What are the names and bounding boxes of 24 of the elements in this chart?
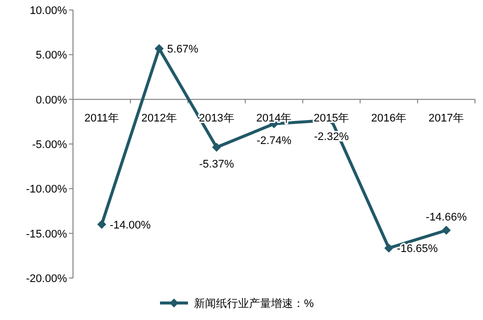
data-label: -14.66% — [426, 211, 467, 224]
y-tick-label: 10.00% — [30, 5, 68, 17]
x-tick-label: 2012年 — [141, 112, 177, 124]
y-tick-label: -5.00% — [32, 139, 68, 151]
data-label: -2.74% — [256, 134, 292, 147]
point — [212, 142, 222, 152]
x-tick-label: 2016年 — [371, 112, 407, 124]
data-label: -5.37% — [199, 158, 234, 170]
y-tick-label: 0.00% — [36, 94, 68, 106]
legend-label: 新闻纸行业产量增速：% — [194, 297, 314, 310]
y-tick-label: -20.00% — [26, 273, 68, 285]
data-label: -16.65% — [396, 243, 438, 256]
x-tick-label: 2017年 — [428, 112, 464, 124]
point — [97, 220, 106, 229]
y-tick-label: 5.00% — [36, 50, 68, 62]
y-tick-label: -10.00% — [26, 184, 68, 196]
x-tick-label: 2011年 — [84, 112, 120, 124]
data-label: -14.00% — [110, 219, 151, 232]
point — [154, 44, 164, 54]
y-tick-label: -15.00% — [26, 228, 68, 240]
point — [442, 226, 451, 235]
x-tick-label: 2014年 — [256, 112, 292, 124]
point — [384, 244, 394, 253]
data-label: 5.67% — [167, 44, 199, 56]
